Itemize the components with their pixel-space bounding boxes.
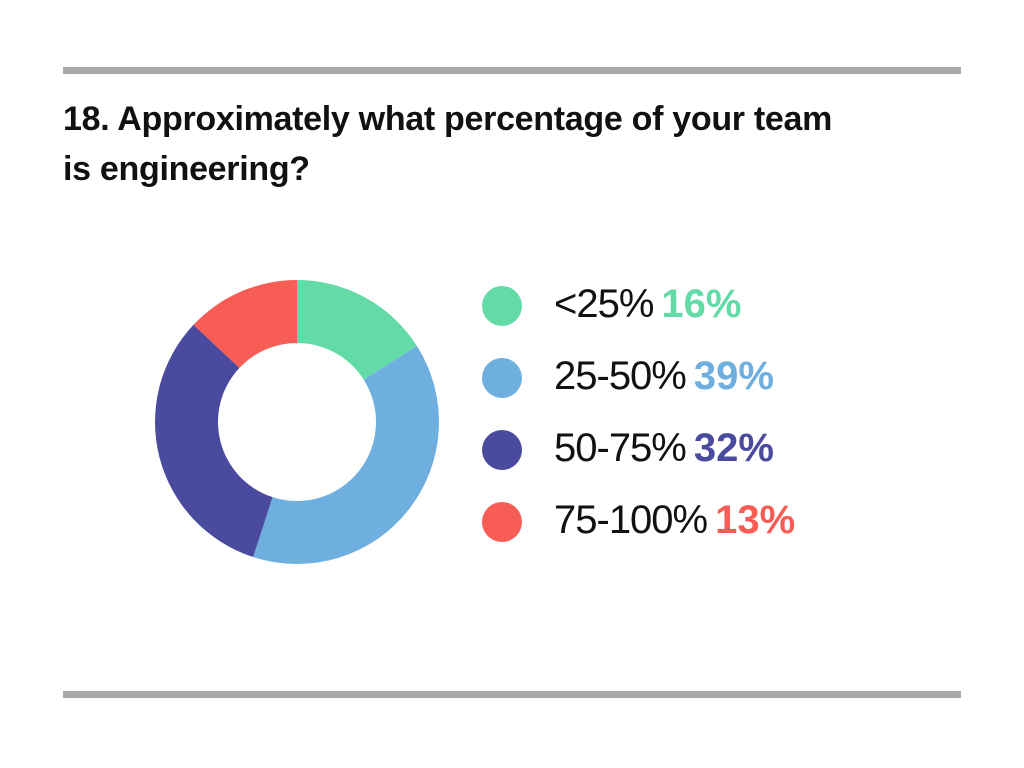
legend-value-25-50: 39% [693, 354, 774, 398]
legend-label-50-75: 50-75% [554, 426, 687, 470]
legend-swatch-75-100 [482, 502, 522, 542]
donut-slice-under-25 [297, 280, 417, 380]
legend-label-25-50: 25-50% [554, 354, 687, 398]
top-divider [63, 67, 961, 74]
legend-value-under-25: 16% [661, 282, 742, 326]
legend-swatch-25-50 [482, 358, 522, 398]
donut-chart [154, 280, 439, 564]
legend-label-75-100: 75-100% [554, 498, 708, 542]
donut-slice-25-50 [253, 345, 439, 564]
legend-swatch-50-75 [482, 430, 522, 470]
donut-slice-50-75 [154, 324, 273, 558]
bottom-divider [63, 691, 961, 698]
donut-slice-75-100 [193, 280, 297, 368]
legend-value-50-75: 32% [693, 426, 774, 470]
legend-label-under-25: <25% [554, 282, 654, 326]
question-title-line-2: is engineering? [63, 150, 310, 188]
legend-value-75-100: 13% [715, 498, 796, 542]
question-title: 18. Approximately what percentage of you… [63, 94, 963, 194]
legend-swatch-under-25 [482, 286, 522, 326]
question-title-line-1: 18. Approximately what percentage of you… [63, 100, 833, 138]
